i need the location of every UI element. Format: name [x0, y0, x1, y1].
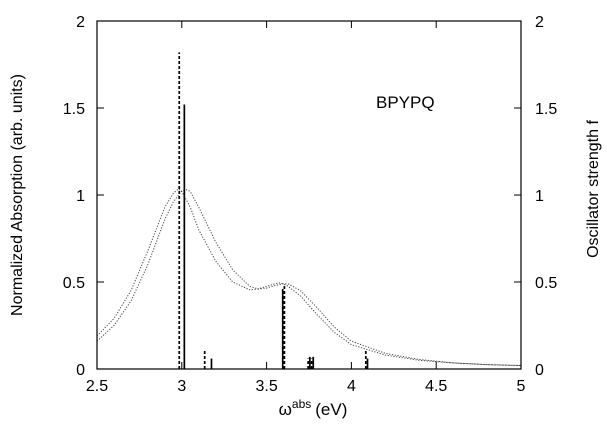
y-tick-label-left: 0.5	[63, 275, 85, 292]
x-tick-label: 4.5	[425, 378, 447, 395]
plot-frame	[96, 20, 522, 370]
x-tick-label: 5	[517, 378, 526, 395]
y-tick-label-right: 0.5	[535, 275, 557, 292]
x-axis-label: ωabs (eV)	[279, 397, 348, 419]
y-tick-label-right: 1	[535, 188, 544, 205]
x-tick-label: 4	[347, 378, 356, 395]
absorption-curves	[96, 188, 522, 367]
x-axis-label-main: ω	[279, 400, 292, 419]
oscillator-sticks	[178, 52, 369, 369]
y-tick-label-left: 1.5	[63, 101, 85, 118]
x-axis-label-unit: (eV)	[315, 400, 347, 419]
y-axis-label-right: Oscillator strength f	[585, 120, 602, 258]
chart-annotation: BPYPQ	[376, 93, 435, 112]
y-tick-label-right: 1.5	[535, 101, 557, 118]
y-tick-label-left: 0	[76, 362, 85, 379]
absorption-curve-1	[96, 188, 522, 367]
x-tick-label: 3	[177, 378, 186, 395]
absorption-curve-2	[96, 189, 522, 367]
x-tick-label: 2.5	[86, 378, 108, 395]
y-axis-label-left: Normalized Absorption (arb. units)	[9, 74, 26, 316]
y-tick-label-right: 2	[535, 14, 544, 31]
x-tick-label: 3.5	[255, 378, 277, 395]
y-tick-label-right: 0	[535, 362, 544, 379]
y-tick-label-left: 1	[76, 188, 85, 205]
y-tick-label-left: 2	[76, 14, 85, 31]
x-axis-label-sup: abs	[292, 397, 311, 411]
